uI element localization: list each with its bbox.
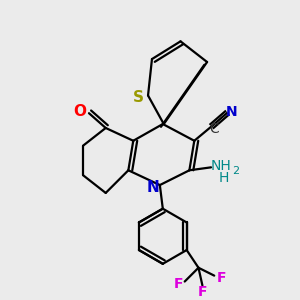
Text: NH: NH [211, 159, 231, 173]
Text: F: F [198, 285, 207, 299]
Text: S: S [133, 90, 144, 105]
Text: O: O [74, 104, 87, 119]
Text: H: H [219, 171, 229, 185]
Text: F: F [216, 271, 226, 285]
Text: 2: 2 [232, 166, 239, 176]
Text: C: C [209, 122, 219, 136]
Text: N: N [226, 105, 238, 119]
Text: F: F [174, 278, 184, 292]
Text: N: N [147, 179, 159, 194]
